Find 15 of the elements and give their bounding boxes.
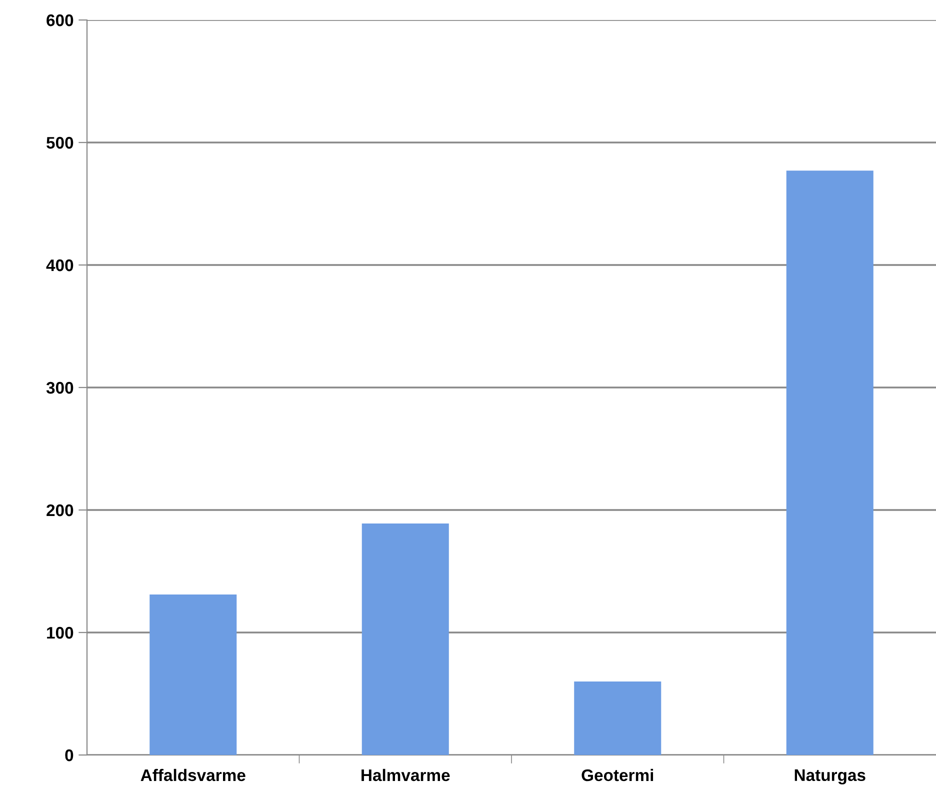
y-tick-label: 0 [65, 749, 74, 762]
bar [362, 523, 449, 755]
bar [574, 682, 662, 755]
x-tick-label: Naturgas [794, 769, 866, 784]
y-tick-label: 200 [46, 504, 74, 516]
y-tick-label: 500 [46, 136, 74, 149]
bar [786, 170, 874, 755]
y-tick-label: 400 [46, 259, 74, 272]
bar [150, 594, 237, 755]
x-tick-label: Geotermi [582, 768, 654, 782]
x-tick-label: Affaldsvarme [140, 768, 246, 782]
y-tick-label: 100 [47, 626, 74, 639]
y-tick-label: 600 [46, 14, 74, 26]
y-tick-label: 300 [46, 382, 74, 394]
x-tick-label: Halmvarme [362, 768, 450, 782]
